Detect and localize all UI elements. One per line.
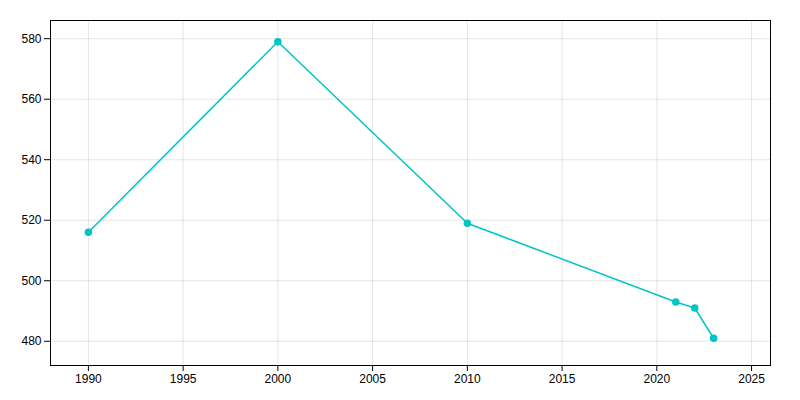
svg-text:1990: 1990 [75, 372, 102, 386]
svg-text:540: 540 [21, 153, 41, 167]
svg-text:2025: 2025 [738, 372, 765, 386]
svg-text:580: 580 [21, 31, 41, 45]
svg-text:2000: 2000 [265, 372, 292, 386]
svg-text:2005: 2005 [359, 372, 386, 386]
svg-text:520: 520 [21, 213, 41, 227]
svg-text:560: 560 [21, 92, 41, 106]
svg-text:2020: 2020 [643, 372, 670, 386]
svg-text:2015: 2015 [549, 372, 576, 386]
svg-text:500: 500 [21, 274, 41, 288]
svg-text:2010: 2010 [454, 372, 481, 386]
svg-text:1995: 1995 [170, 372, 197, 386]
svg-text:480: 480 [21, 334, 41, 348]
